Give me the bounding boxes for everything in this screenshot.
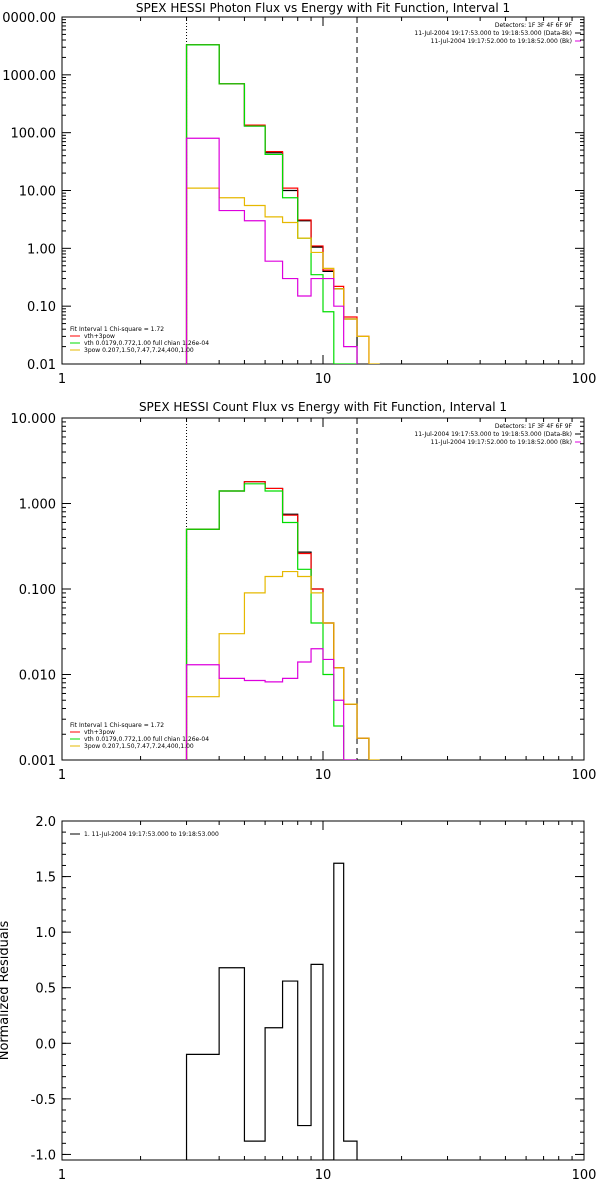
x-tick-label: 10 xyxy=(315,1168,332,1183)
series-line-2 xyxy=(185,44,370,364)
annotation-text: Detectors: 1F 3F 4F 6F 9F xyxy=(495,22,573,29)
annotation-text: 11-Jul-2004 19:17:52.000 to 19:18:52.000… xyxy=(431,38,572,45)
series-line-1 xyxy=(185,481,370,760)
y-tick-label: 0.100 xyxy=(19,583,56,598)
y-tick-label: 0.0 xyxy=(35,1037,56,1052)
y-tick-label: 1.0 xyxy=(35,926,56,941)
x-tick-label: 10 xyxy=(315,768,332,783)
series-line-3 xyxy=(185,483,358,760)
y-tick-label: 0.001 xyxy=(19,754,56,769)
y-tick-label: 0000.00 xyxy=(2,11,56,26)
series-line-2 xyxy=(185,481,370,760)
y-tick-label: 0.010 xyxy=(19,669,56,684)
annotation-text: Detectors: 1F 3F 4F 6F 9F xyxy=(495,423,573,430)
fit-legend-header: Fit Interval 1 Chi-square = 1.72 xyxy=(70,326,164,333)
series-line-5 xyxy=(185,648,358,760)
y-tick-label: 1.000 xyxy=(19,498,56,513)
chart-title: SPEX HESSI Photon Flux vs Energy with Fi… xyxy=(136,1,510,15)
fit-legend-entry: 3pow 0.207,1.50,7.47,7.24,400,1.00 xyxy=(84,743,194,750)
y-tick-label: 1.00 xyxy=(27,242,56,257)
x-tick-label: 1 xyxy=(58,1168,66,1183)
fit-legend-entry: 3pow 0.207,1.50,7.47,7.24,400,1.00 xyxy=(84,347,194,354)
annotation-text: 11-Jul-2004 19:17:53.000 to 19:18:53.000… xyxy=(414,431,572,438)
fit-legend-entry: vth 0.0179,0.772,1.00 full chian 1.26e-0… xyxy=(84,340,209,347)
x-tick-label: 100 xyxy=(572,768,597,783)
y-tick-label: 100.00 xyxy=(11,127,57,142)
fit-legend-entry: vth+3pow xyxy=(84,333,115,340)
series-line-3 xyxy=(185,44,358,364)
legend-entry: 1. 11-Jul-2004 19:17:53.000 to 19:18:53.… xyxy=(84,831,219,838)
y-tick-label: 0.5 xyxy=(35,982,56,997)
y-axis-label: Normalized Residuals xyxy=(0,921,12,1061)
y-tick-label: 10.000 xyxy=(11,412,57,427)
annotation-text: 11-Jul-2004 19:17:52.000 to 19:18:52.000… xyxy=(431,439,572,446)
x-tick-label: 1 xyxy=(58,768,66,783)
y-tick-label: 1000.00 xyxy=(2,69,56,84)
y-tick-label: 0.01 xyxy=(27,358,56,373)
x-tick-label: 100 xyxy=(572,1168,597,1183)
x-tick-label: 1 xyxy=(58,372,66,387)
chart-title: SPEX HESSI Count Flux vs Energy with Fit… xyxy=(139,400,507,414)
fit-legend-entry: vth 0.0179,0.772,1.00 full chian 1.26e-0… xyxy=(84,736,209,743)
y-tick-label: -1.0 xyxy=(31,1148,56,1163)
series-line-4 xyxy=(185,187,380,364)
series-line-1 xyxy=(185,862,358,1160)
annotation-text: 11-Jul-2004 19:17:53.000 to 19:18:53.000… xyxy=(414,30,572,37)
chart-panel-1: SPEX HESSI Photon Flux vs Energy with Fi… xyxy=(2,1,596,387)
chart-panel-2: SPEX HESSI Count Flux vs Energy with Fit… xyxy=(11,400,597,783)
series-line-5 xyxy=(185,137,358,364)
x-tick-label: 10 xyxy=(315,372,332,387)
chart-panel-3: 1 10 100 -1.0 -0.5 0.0 0.5 1.0 1.5 2.0 Normalized … xyxy=(0,815,596,1183)
y-tick-label: -0.5 xyxy=(31,1093,56,1108)
fit-legend-entry: vth+3pow xyxy=(84,729,115,736)
x-tick-label: 100 xyxy=(572,372,597,387)
y-tick-label: 1.5 xyxy=(35,871,56,886)
series-line-1 xyxy=(185,44,358,364)
y-tick-label: 0.10 xyxy=(27,300,56,315)
fit-legend-header: Fit Interval 1 Chi-square = 1.72 xyxy=(70,722,164,729)
y-tick-label: 2.0 xyxy=(35,815,56,830)
series-line-4 xyxy=(185,570,380,760)
y-tick-label: 10.00 xyxy=(19,185,56,200)
